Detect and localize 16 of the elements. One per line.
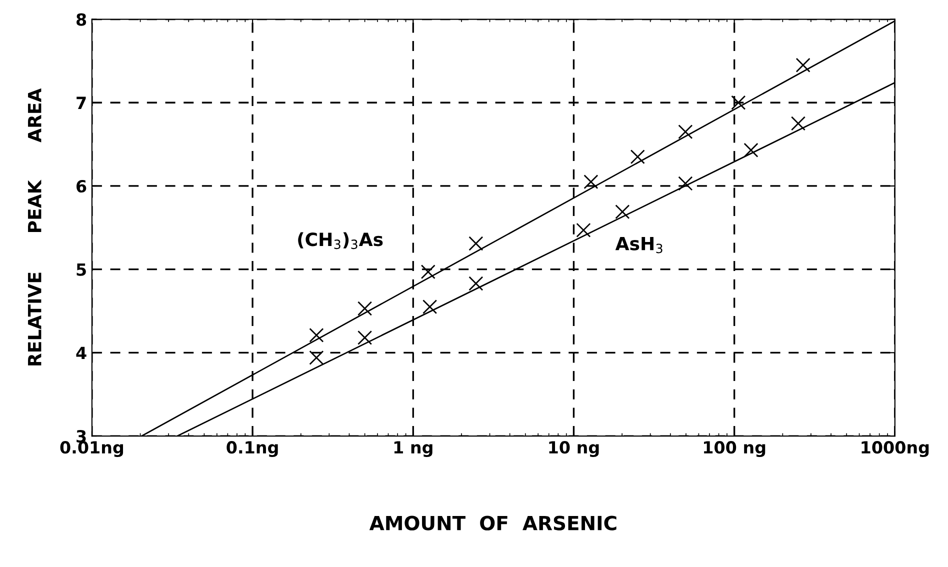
y-axis-title: RELATIVE PEAK AREA — [28, 88, 42, 366]
y-tick-label: 7 — [76, 96, 86, 109]
annotation: AsH$_{3}$ — [615, 236, 662, 254]
x-axis-title: AMOUNT OF ARSENIC — [369, 516, 616, 530]
x-tick-label: 1000ng — [862, 441, 929, 458]
y-tick-label: 5 — [76, 264, 86, 276]
y-tick-label: 3 — [76, 430, 86, 443]
annotation: (CH$_{3}$)$_{3}$As — [298, 232, 383, 250]
y-tick-label: 8 — [76, 13, 86, 26]
x-tick-label: 0.01ng — [60, 441, 124, 458]
x-tick-label: 0.1ng — [226, 441, 278, 458]
y-tick-label: 6 — [76, 180, 86, 193]
x-tick-label: 1 ng — [394, 441, 432, 458]
x-tick-label: 100 ng — [704, 441, 766, 458]
x-tick-label: 10 ng — [549, 441, 599, 458]
y-tick-label: 4 — [76, 346, 86, 360]
